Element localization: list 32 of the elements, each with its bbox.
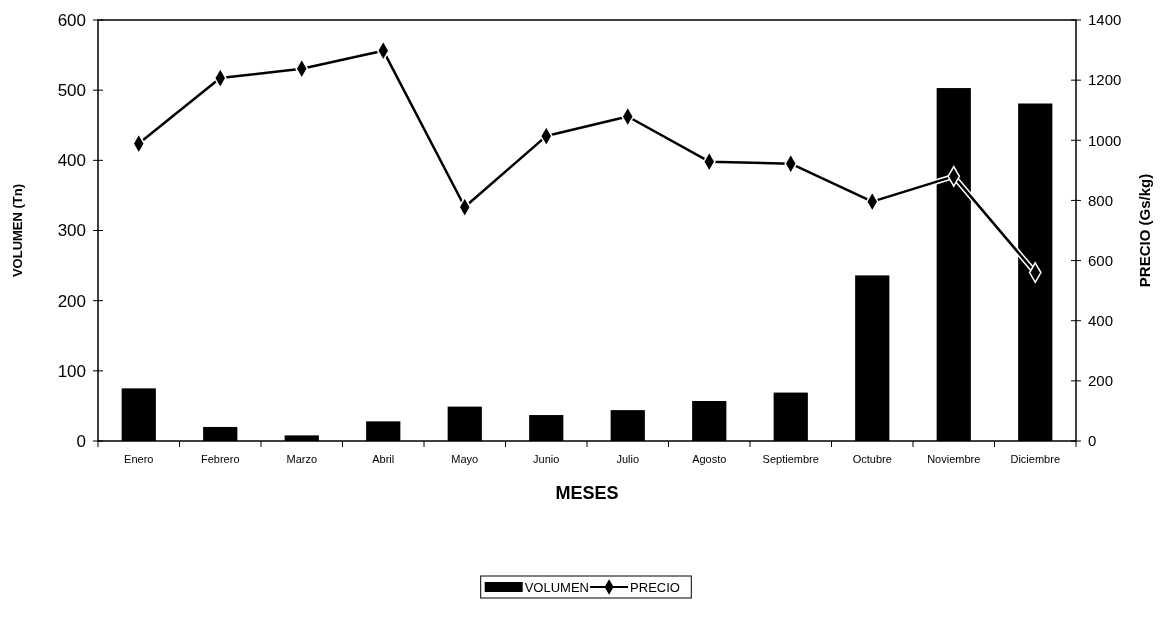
y2-tick-label: 1400 — [1088, 11, 1122, 29]
y-tick-label: 200 — [57, 291, 86, 311]
x-axis-title: MESES — [555, 483, 619, 503]
x-tick-label: Febrero — [200, 453, 240, 465]
y-tick-label: 500 — [57, 81, 86, 101]
y2-tick-label: 200 — [1088, 372, 1114, 390]
x-tick-label: Diciembre — [1010, 453, 1061, 465]
y-tick-label: 600 — [57, 10, 86, 30]
y2-tick-label: 400 — [1088, 311, 1114, 329]
y-tick-label: 300 — [57, 221, 86, 241]
x-tick-label: Agosto — [692, 453, 727, 465]
y-axis-title: VOLUMEN (Tn) — [10, 183, 25, 278]
x-tick-label: Abril — [372, 453, 395, 465]
y2-tick-label: 600 — [1088, 251, 1114, 269]
y2-tick-label: 1200 — [1088, 71, 1122, 89]
x-tick-label: Junio — [533, 453, 560, 465]
y-tick-label: 100 — [57, 361, 86, 381]
x-tick-label: Marzo — [286, 453, 318, 465]
legend-label: VOLUMEN — [524, 580, 589, 595]
y-tick-label: 400 — [57, 151, 86, 171]
x-tick-label: Septiembre — [762, 453, 819, 465]
x-tick-label: Enero — [124, 453, 154, 465]
y2-tick-label: 1000 — [1088, 131, 1122, 149]
y-tick-label: 0 — [76, 431, 86, 451]
y2-tick-label: 0 — [1088, 432, 1097, 450]
y2-axis-title: PRECIO (Gs/kg) — [1136, 173, 1153, 288]
x-tick-label: Octubre — [852, 453, 892, 465]
x-tick-label: Mayo — [451, 453, 479, 465]
y2-tick-label: 800 — [1088, 191, 1114, 209]
legend-label: PRECIO — [630, 580, 680, 595]
x-tick-label: Noviembre — [927, 453, 981, 465]
x-tick-label: Julio — [616, 453, 640, 465]
